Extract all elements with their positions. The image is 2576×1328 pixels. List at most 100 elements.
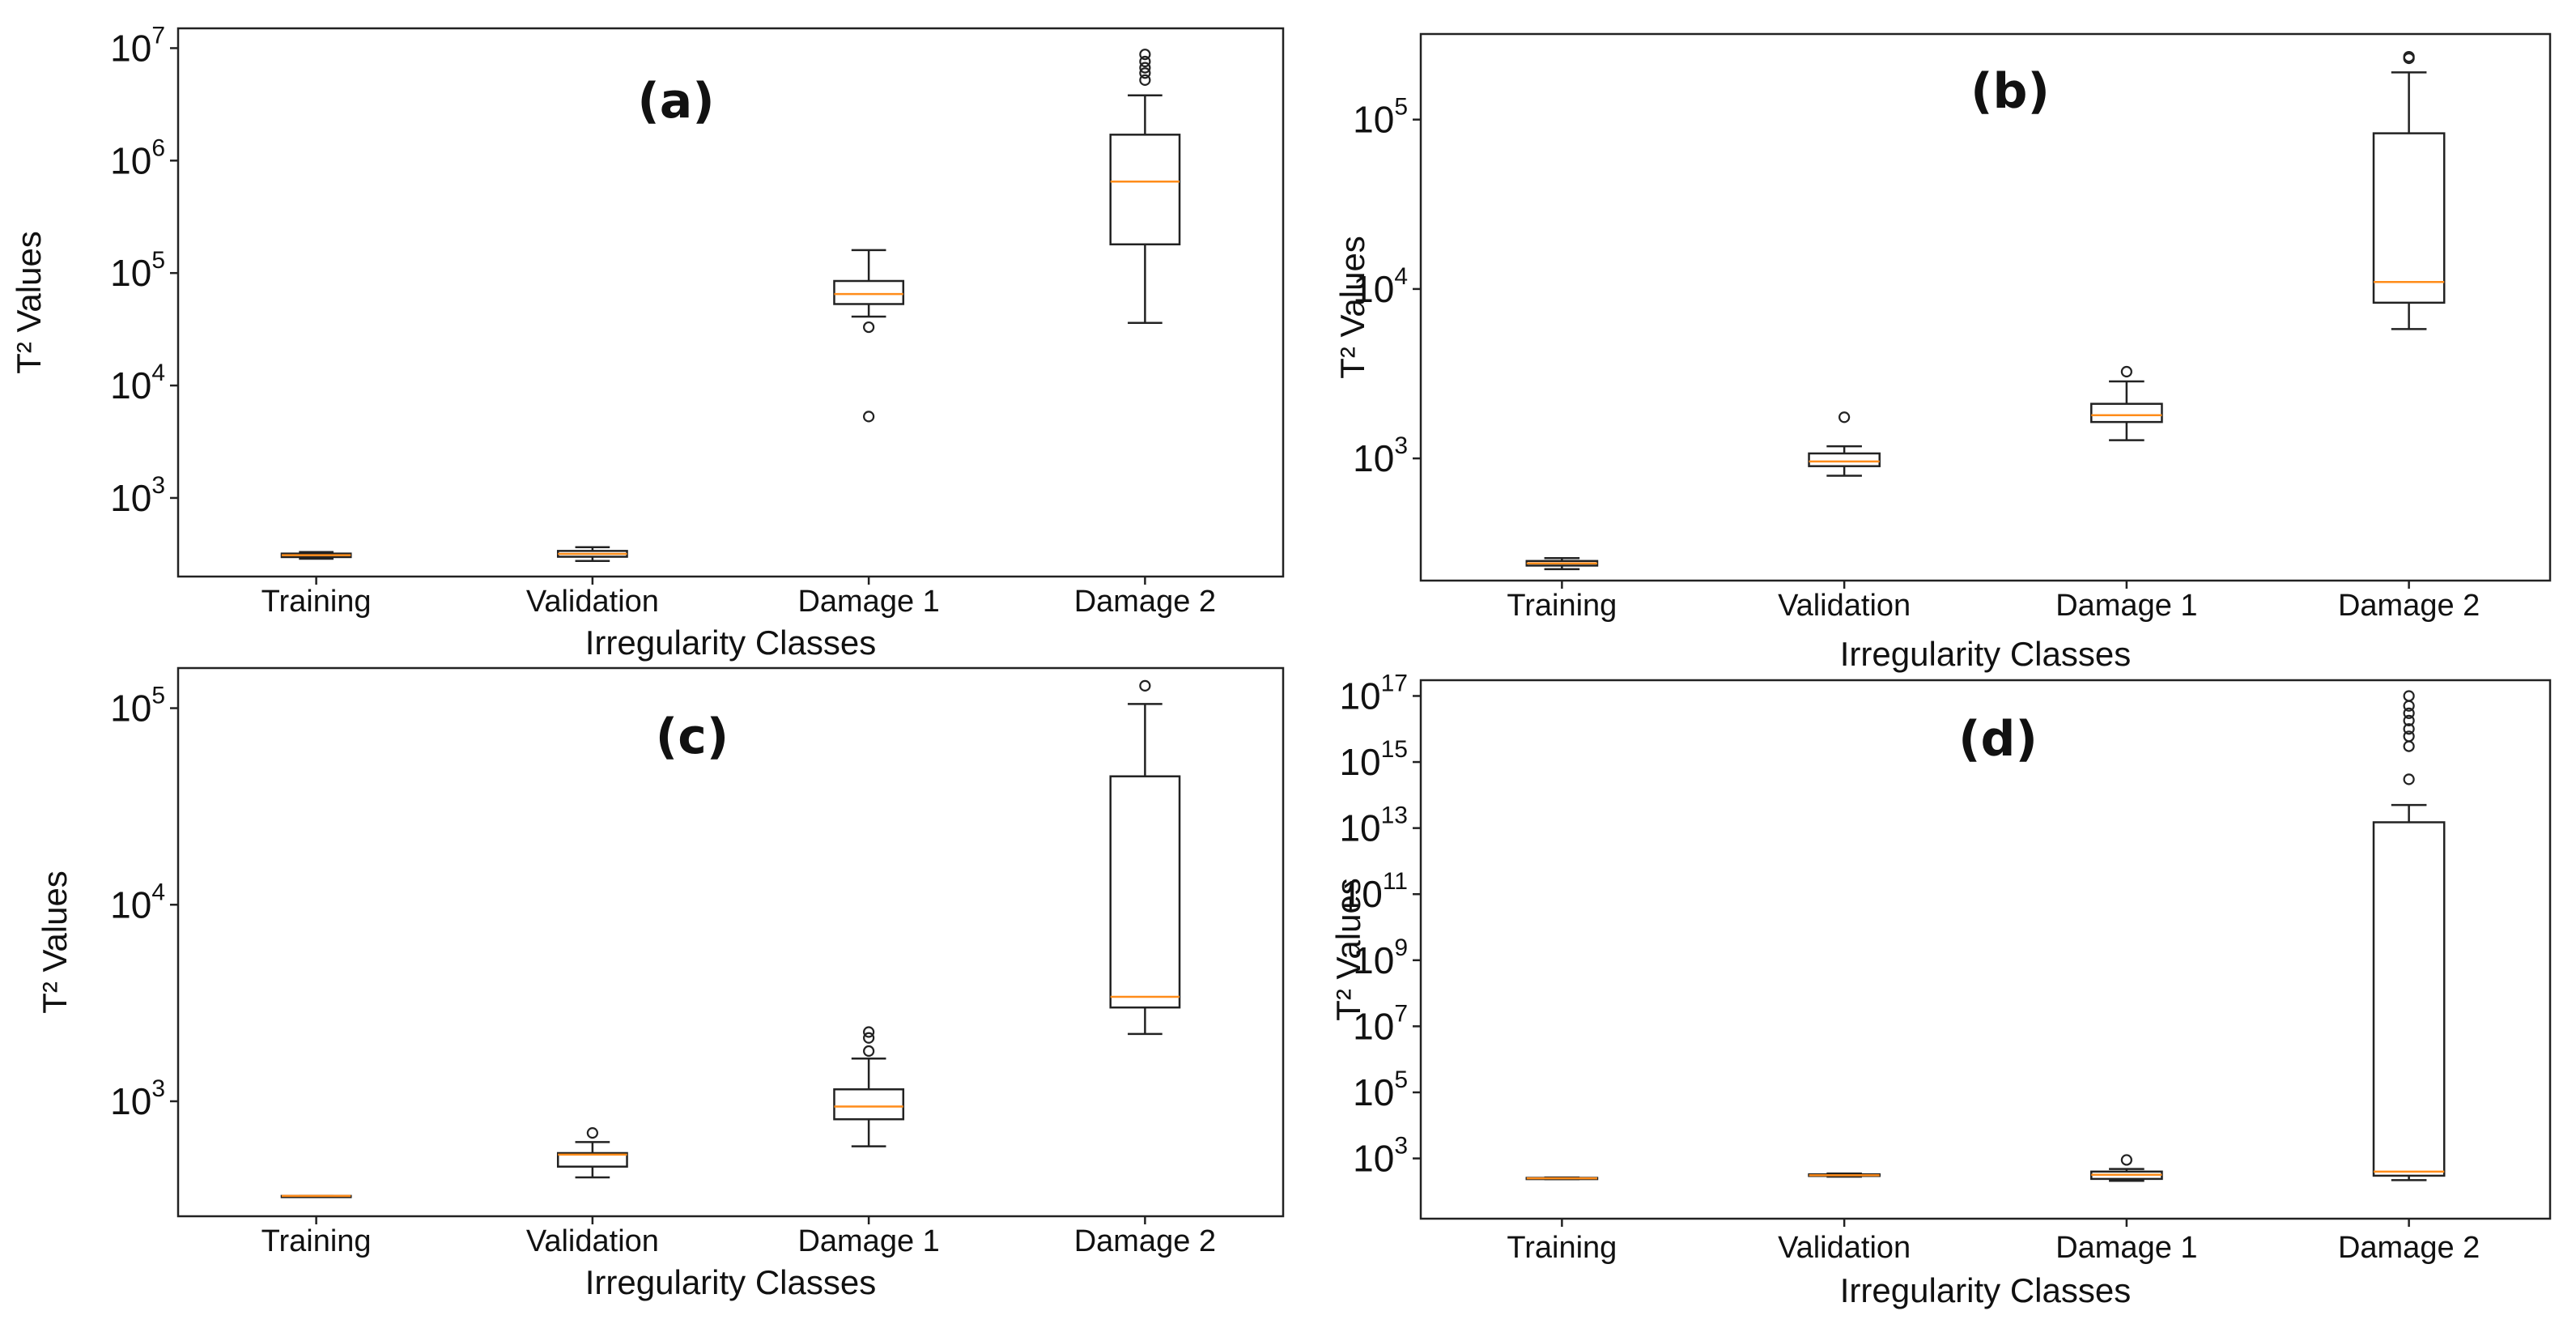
outlier-point <box>1139 67 1151 79</box>
y-tick-label: 109 <box>1353 934 1408 981</box>
box-training <box>1525 1176 1599 1181</box>
outlier-point <box>2403 723 2415 735</box>
x-tick-label: Validation <box>1778 589 1911 623</box>
box-validation <box>1808 411 1881 477</box>
x-tick-label: Training <box>261 1224 372 1258</box>
panel-b: 103 104 105 Training Validation Damage 1 Damag… <box>1333 32 2552 673</box>
box-body <box>1808 452 1881 467</box>
y-tick-label: 105 <box>1353 1066 1408 1113</box>
x-tick-label: Validation <box>526 585 659 619</box>
outlier-point <box>2403 740 2415 752</box>
outlier-point <box>2403 50 2415 63</box>
x-tick-label: Validation <box>1778 1231 1911 1265</box>
y-tick-label: 105 <box>110 683 165 730</box>
y-tick-label: 1017 <box>1339 670 1408 717</box>
plot-frame <box>176 666 1285 1218</box>
outlier-point <box>2120 1154 2132 1166</box>
box-validation <box>1808 1172 1881 1178</box>
panel-label: (b) <box>1970 63 2050 120</box>
box-damage-2 <box>1109 49 1181 325</box>
outlier-point <box>2403 773 2415 785</box>
y-tick-label: 1011 <box>1341 868 1408 915</box>
box-body <box>1109 775 1181 1009</box>
y-tick-label: 103 <box>110 1075 165 1122</box>
outlier-point <box>586 1127 598 1139</box>
outlier-point <box>1139 55 1151 68</box>
y-tick-label: 104 <box>110 360 165 406</box>
box-body <box>1109 134 1181 245</box>
box-validation <box>556 546 628 563</box>
box-damage-2 <box>2372 690 2446 1181</box>
x-tick-label: Damage 2 <box>1074 585 1216 619</box>
outlier-point <box>2403 730 2415 743</box>
outlier-point <box>863 1045 875 1058</box>
x-axis-label: Irregularity Classes <box>585 624 876 662</box>
outlier-point <box>2403 707 2415 719</box>
x-tick-label: Damage 1 <box>797 585 939 619</box>
x-tick-label: Damage 2 <box>1074 1224 1216 1258</box>
box-body <box>556 1151 628 1168</box>
box-damage-1 <box>833 1026 905 1147</box>
x-tick-label: Training <box>1507 1231 1617 1265</box>
x-tick-label: Damage 1 <box>2055 589 2197 623</box>
x-tick-label: Damage 1 <box>2055 1231 2197 1265</box>
y-tick-label: 1013 <box>1339 802 1408 849</box>
plot-frame <box>176 27 1285 578</box>
box-damage-2 <box>1109 679 1181 1036</box>
outlier-point <box>2120 365 2132 378</box>
x-tick-label: Training <box>1507 589 1617 623</box>
box-training <box>1525 556 1599 571</box>
y-tick-label: 105 <box>1353 94 1408 141</box>
outlier-point <box>1838 411 1851 424</box>
outlier-point <box>2403 714 2415 726</box>
box-body <box>833 279 905 305</box>
outlier-point <box>863 411 875 423</box>
outlier-point <box>1139 49 1151 61</box>
panel-d: 103 105 107 109 1011 1013 1015 1017 Training Vali… <box>1329 670 2552 1309</box>
outlier-point <box>1139 74 1151 86</box>
box-damage-2 <box>2372 50 2446 330</box>
y-tick-label: 104 <box>1353 263 1408 310</box>
x-axis-label: Irregularity Classes <box>585 1263 876 1301</box>
box-body <box>2090 402 2163 424</box>
x-tick-label: Damage 1 <box>797 1224 939 1258</box>
outlier-point <box>863 1032 875 1044</box>
x-tick-label: Training <box>261 585 372 619</box>
box-body <box>833 1088 905 1121</box>
y-tick-label: 1015 <box>1339 736 1408 783</box>
outlier-point <box>2403 700 2415 712</box>
y-tick-label: 107 <box>110 22 165 69</box>
outlier-point <box>1139 62 1151 74</box>
y-tick-label: 103 <box>1353 1133 1408 1180</box>
x-tick-label: Damage 2 <box>2338 1231 2480 1265</box>
plot-frame <box>1419 32 2552 582</box>
y-tick-label: 103 <box>110 472 165 519</box>
y-axis-label: T² Values <box>1333 236 1371 379</box>
panel-label: (c) <box>656 709 729 765</box>
x-tick-label: Damage 2 <box>2338 589 2480 623</box>
panel-a: 103 104 105 106 107 Training Validation Damage … <box>10 22 1285 662</box>
outlier-point <box>1139 679 1151 692</box>
x-axis-label: Irregularity Classes <box>1840 1271 2131 1309</box>
outlier-point <box>863 1026 875 1038</box>
outlier-point <box>2403 690 2415 702</box>
plot-frame <box>1419 679 2552 1220</box>
panel-c: 103 104 105 Training Validation Damage 1 Damag… <box>36 666 1285 1301</box>
y-axis-label: T² Values <box>1329 878 1367 1021</box>
y-tick-label: 105 <box>110 247 165 294</box>
y-axis-label: T² Values <box>10 231 48 374</box>
y-tick-label: 103 <box>1353 432 1408 479</box>
x-tick-label: Validation <box>526 1224 659 1258</box>
box-damage-1 <box>2090 365 2163 441</box>
y-axis-label: T² Values <box>36 870 74 1014</box>
box-damage-1 <box>833 249 905 423</box>
box-body <box>2372 821 2446 1177</box>
x-axis-label: Irregularity Classes <box>1840 635 2131 673</box>
box-training <box>280 551 352 560</box>
box-body <box>2372 132 2446 304</box>
box-validation <box>556 1127 628 1179</box>
panel-label: (d) <box>1958 711 2038 768</box>
y-tick-label: 107 <box>1353 1000 1408 1047</box>
box-training <box>280 1194 352 1198</box>
